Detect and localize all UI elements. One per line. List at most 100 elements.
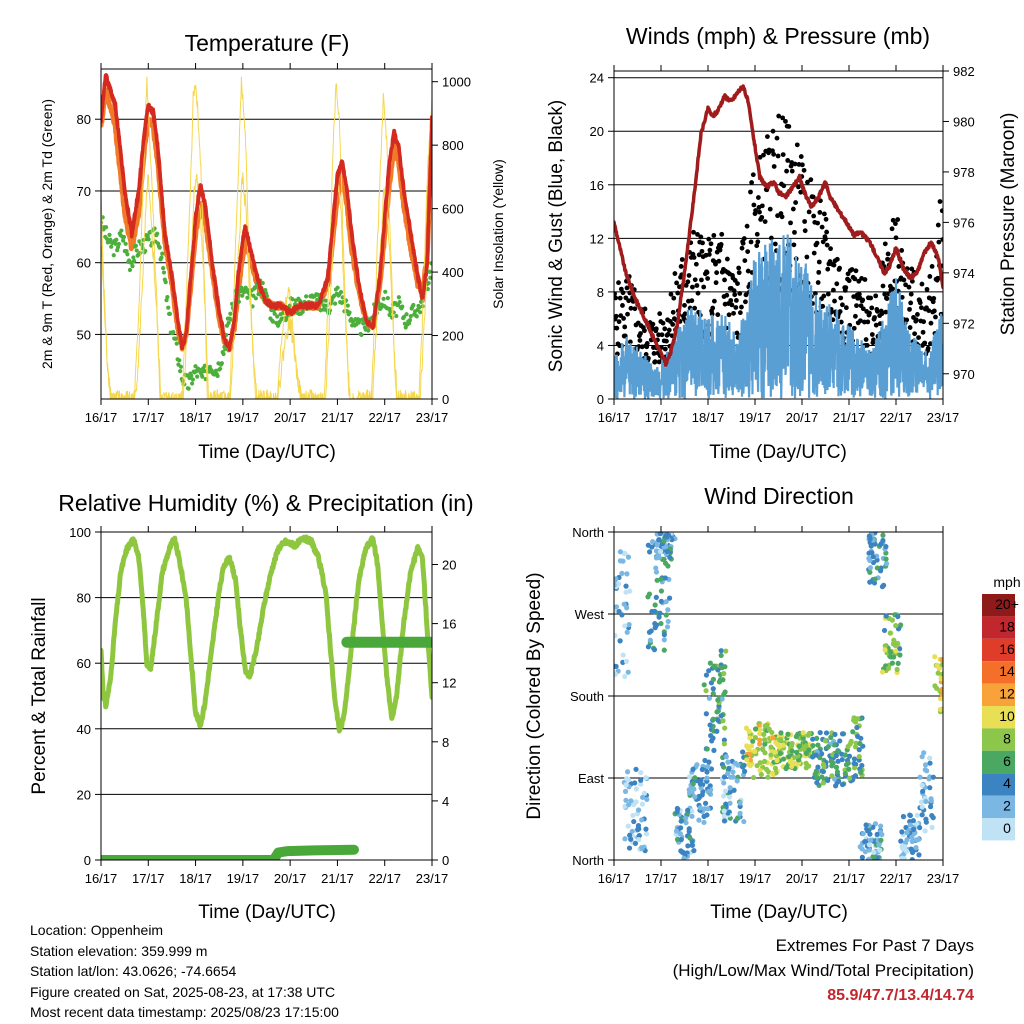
direction-point [867,569,873,575]
gust-point [936,239,942,245]
direction-point [911,826,917,833]
dewpoint-point [414,314,419,319]
direction-point [617,638,623,644]
direction-point [845,743,851,750]
gust-point [852,276,858,282]
gust-point [698,234,704,240]
dewpoint-point [428,275,432,280]
x-tick-label: 20/17 [274,871,307,886]
gust-point [869,305,875,311]
gust-point [871,337,876,343]
dewpoint-point [218,366,223,371]
x-tick-label: 16/17 [598,871,631,886]
x-tick-label: 20/17 [786,871,819,886]
direction-point [714,728,720,734]
dewpoint-point [404,312,409,317]
direction-point [743,725,750,731]
direction-point [869,550,875,556]
gust-point [785,158,791,163]
direction-point [923,798,929,805]
direction-point [856,747,862,753]
dewpoint-point [161,266,166,271]
dewpoint-point [272,311,277,316]
direction-point [813,752,819,758]
humidity-panel: Relative Humidity (%) & Precipitation (i… [29,490,474,923]
direction-point [924,768,930,774]
direction-xlabel: Time (Day/UTC) [710,902,848,923]
extremes-box: Extremes For Past 7 Days (High/Low/Max W… [673,933,974,1008]
direction-point [757,767,763,774]
x-tick-label: 19/17 [227,871,260,886]
dewpoint-point [184,373,190,378]
y-tick-right-label: 0 [442,853,449,868]
gust-point [735,281,740,287]
gust-point [812,291,818,296]
direction-point [624,769,631,775]
direction-point [721,691,727,697]
direction-point [661,632,667,638]
direction-point [858,769,864,775]
dewpoint-point [245,295,250,300]
direction-point [626,845,633,851]
gust-point [755,195,761,200]
gust-point [767,206,773,212]
direction-point [940,661,943,667]
direction-point [683,815,689,821]
humidity-title: Relative Humidity (%) & Precipitation (i… [58,490,473,516]
direction-point [734,815,741,822]
direction-point [857,844,863,850]
direction-point [708,733,714,739]
dewpoint-point [189,373,194,378]
gust-point [710,305,716,311]
direction-point [867,565,874,571]
direction-point [794,749,800,756]
direction-point [721,818,728,824]
dewpoint-point [407,318,413,323]
dewpoint-point [166,305,171,310]
y-tick-label: South [570,689,604,704]
gust-point [625,311,630,317]
gust-point [653,326,659,332]
direction-point [919,812,925,818]
gust-point [762,219,768,225]
direction-point [709,738,715,744]
direction-point [742,768,748,774]
direction-point [846,775,853,781]
direction-point [638,777,644,783]
plot-border [100,68,433,400]
gust-point [713,261,718,267]
gust-point [793,200,799,205]
gust-point [674,280,680,286]
direction-point [651,647,658,653]
direction-point [686,774,693,780]
gust-point [644,341,650,346]
direction-point [887,630,893,636]
gust-point [915,312,920,317]
direction-point [723,648,729,654]
y-tick-label: West [575,607,605,622]
direction-point [928,798,934,804]
gust-point [708,241,714,247]
direction-point [846,766,852,772]
direction-point [877,847,883,853]
direction-point [741,818,747,825]
gust-point [620,303,625,308]
dewpoint-point [115,245,121,250]
direction-point [929,812,935,819]
direction-point [707,722,713,728]
direction-point [619,612,625,618]
direction-point [810,743,816,749]
legend-label: 6 [1003,753,1011,769]
winds-xlabel: Time (Day/UTC) [709,442,847,463]
direction-point [761,758,768,765]
dewpoint-point [418,310,423,315]
dewpoint-point [177,358,182,363]
gust-point [805,179,810,185]
direction-point [828,734,834,740]
direction-point [768,744,774,750]
direction-point [880,532,886,538]
gust-point [862,277,868,282]
humidity-ylabel-left: Percent & Total Rainfall [29,597,50,794]
dewpoint-point [152,226,157,231]
legend-title: mph [993,574,1020,590]
